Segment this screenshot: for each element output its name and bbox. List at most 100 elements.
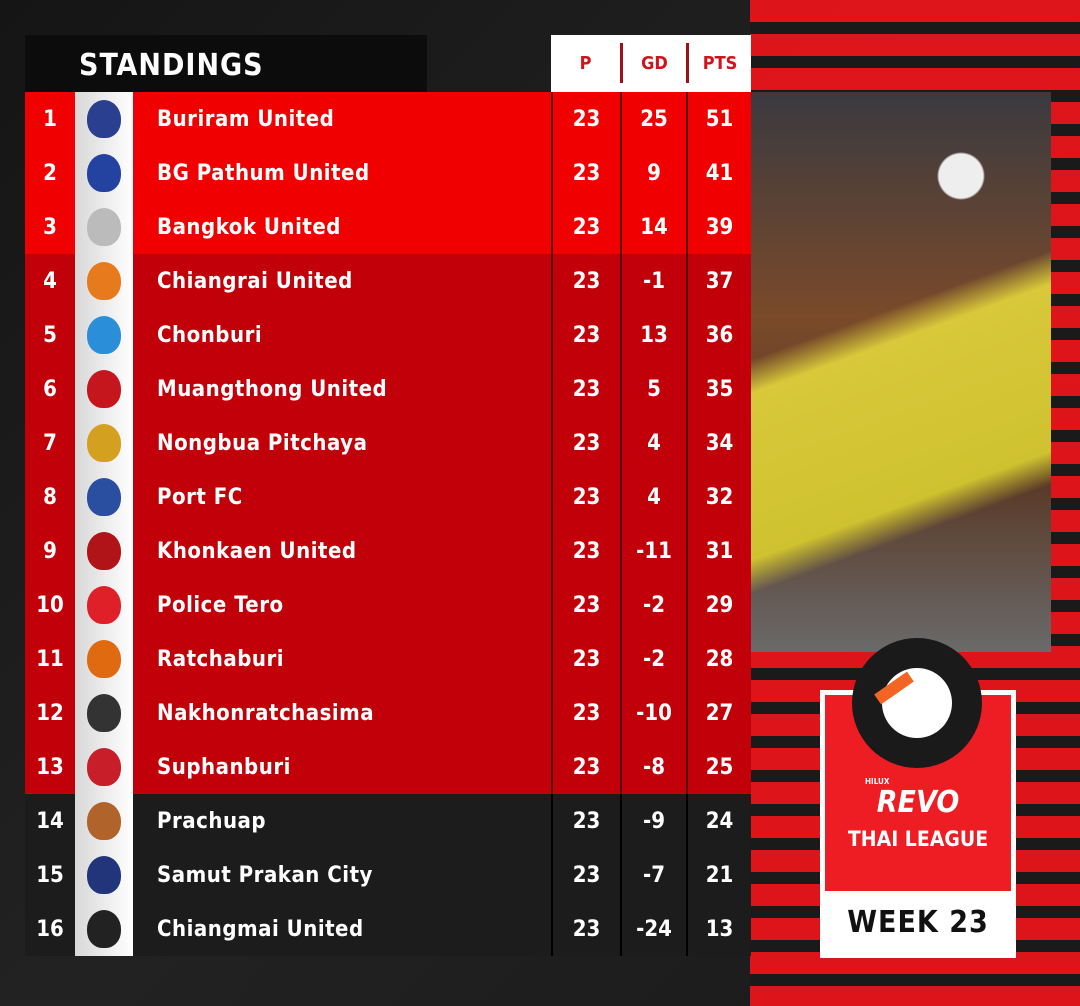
rank: 1 (43, 106, 57, 132)
rank: 2 (43, 160, 57, 186)
team-name: Muangthong United (157, 376, 388, 402)
team-logo-icon (75, 578, 133, 632)
table-row: 3 Bangkok United 23 14 39 (25, 200, 751, 254)
played: 23 (551, 416, 620, 470)
column-headers: P GD PTS (551, 35, 751, 92)
team-logo-icon (75, 902, 133, 956)
goal-difference: -24 (620, 902, 686, 956)
played: 23 (551, 848, 620, 902)
rank: 3 (43, 214, 57, 240)
team-logo-icon (75, 686, 133, 740)
rank: 9 (43, 538, 57, 564)
page-title: STANDINGS (25, 35, 427, 92)
goal-difference: -7 (620, 848, 686, 902)
goal-difference: -1 (620, 254, 686, 308)
played: 23 (551, 92, 620, 146)
points: 37 (686, 254, 751, 308)
table-row: 15 Samut Prakan City 23 -7 21 (25, 848, 751, 902)
played: 23 (551, 254, 620, 308)
col-p: P (579, 53, 592, 74)
table-row: 11 Ratchaburi 23 -2 28 (25, 632, 751, 686)
team-name: Nongbua Pitchaya (157, 430, 368, 456)
points: 28 (686, 632, 751, 686)
played: 23 (551, 200, 620, 254)
points: 29 (686, 578, 751, 632)
played: 23 (551, 740, 620, 794)
goal-difference: -9 (620, 794, 686, 848)
team-name: Buriram United (157, 106, 335, 132)
table-row: 1 Buriram United 23 25 51 (25, 92, 751, 146)
points: 41 (686, 146, 751, 200)
table-row: 2 BG Pathum United 23 9 41 (25, 146, 751, 200)
table-row: 5 Chonburi 23 13 36 (25, 308, 751, 362)
team-name: Nakhonratchasima (157, 700, 375, 726)
table-row: 4 Chiangrai United 23 -1 37 (25, 254, 751, 308)
rank: 8 (43, 484, 57, 510)
standings-table: 1 Buriram United 23 25 51 2 BG Pathum Uni… (25, 92, 751, 956)
points: 32 (686, 470, 751, 524)
points: 13 (686, 902, 751, 956)
rank: 12 (36, 700, 64, 726)
goal-difference: 4 (620, 470, 686, 524)
goal-difference: -2 (620, 578, 686, 632)
team-logo-icon (75, 308, 133, 362)
table-row: 8 Port FC 23 4 32 (25, 470, 751, 524)
goal-difference: 9 (620, 146, 686, 200)
points: 24 (686, 794, 751, 848)
points: 34 (686, 416, 751, 470)
rank: 16 (36, 916, 64, 942)
rank: 10 (36, 592, 64, 618)
table-row: 16 Chiangmai United 23 -24 13 (25, 902, 751, 956)
goal-difference: -8 (620, 740, 686, 794)
played: 23 (551, 632, 620, 686)
team-logo-icon (75, 92, 133, 146)
team-logo-icon (75, 254, 133, 308)
rank: 14 (36, 808, 64, 834)
team-logo-icon (75, 362, 133, 416)
team-logo-icon (75, 632, 133, 686)
table-row: 7 Nongbua Pitchaya 23 4 34 (25, 416, 751, 470)
team-name: Ratchaburi (157, 646, 285, 672)
table-row: 10 Police Tero 23 -2 29 (25, 578, 751, 632)
team-name: Bangkok United (157, 214, 341, 240)
brand-logo: REVO (876, 785, 960, 820)
table-row: 13 Suphanburi 23 -8 25 (25, 740, 751, 794)
team-name: Police Tero (157, 592, 284, 618)
team-logo-icon (75, 146, 133, 200)
table-row: 12 Nakhonratchasima 23 -10 27 (25, 686, 751, 740)
rank: 11 (36, 646, 64, 672)
points: 51 (686, 92, 751, 146)
played: 23 (551, 794, 620, 848)
team-name: Prachuap (157, 808, 267, 834)
team-name: Chonburi (157, 322, 263, 348)
goalkeeper-photo (751, 92, 1051, 652)
points: 31 (686, 524, 751, 578)
rank: 15 (36, 862, 64, 888)
goal-difference: -10 (620, 686, 686, 740)
rank: 6 (43, 376, 57, 402)
team-name: Chiangmai United (157, 916, 364, 942)
played: 23 (551, 362, 620, 416)
played: 23 (551, 578, 620, 632)
goal-difference: -2 (620, 632, 686, 686)
points: 36 (686, 308, 751, 362)
goal-difference: 5 (620, 362, 686, 416)
points: 39 (686, 200, 751, 254)
col-pts: PTS (686, 43, 751, 83)
rank: 7 (43, 430, 57, 456)
team-name: Suphanburi (157, 754, 291, 780)
points: 35 (686, 362, 751, 416)
team-logo-icon (75, 848, 133, 902)
brand-small: HILUX (865, 777, 890, 786)
thai-league-logo-icon (852, 638, 982, 768)
points: 25 (686, 740, 751, 794)
col-gd: GD (620, 43, 686, 83)
played: 23 (551, 470, 620, 524)
team-name: BG Pathum United (157, 160, 370, 186)
league-name: THAI LEAGUE (847, 827, 989, 851)
team-logo-icon (75, 740, 133, 794)
team-logo-icon (75, 200, 133, 254)
week-label: WEEK 23 (825, 891, 1011, 953)
team-name: Port FC (157, 484, 243, 510)
table-row: 9 Khonkaen United 23 -11 31 (25, 524, 751, 578)
